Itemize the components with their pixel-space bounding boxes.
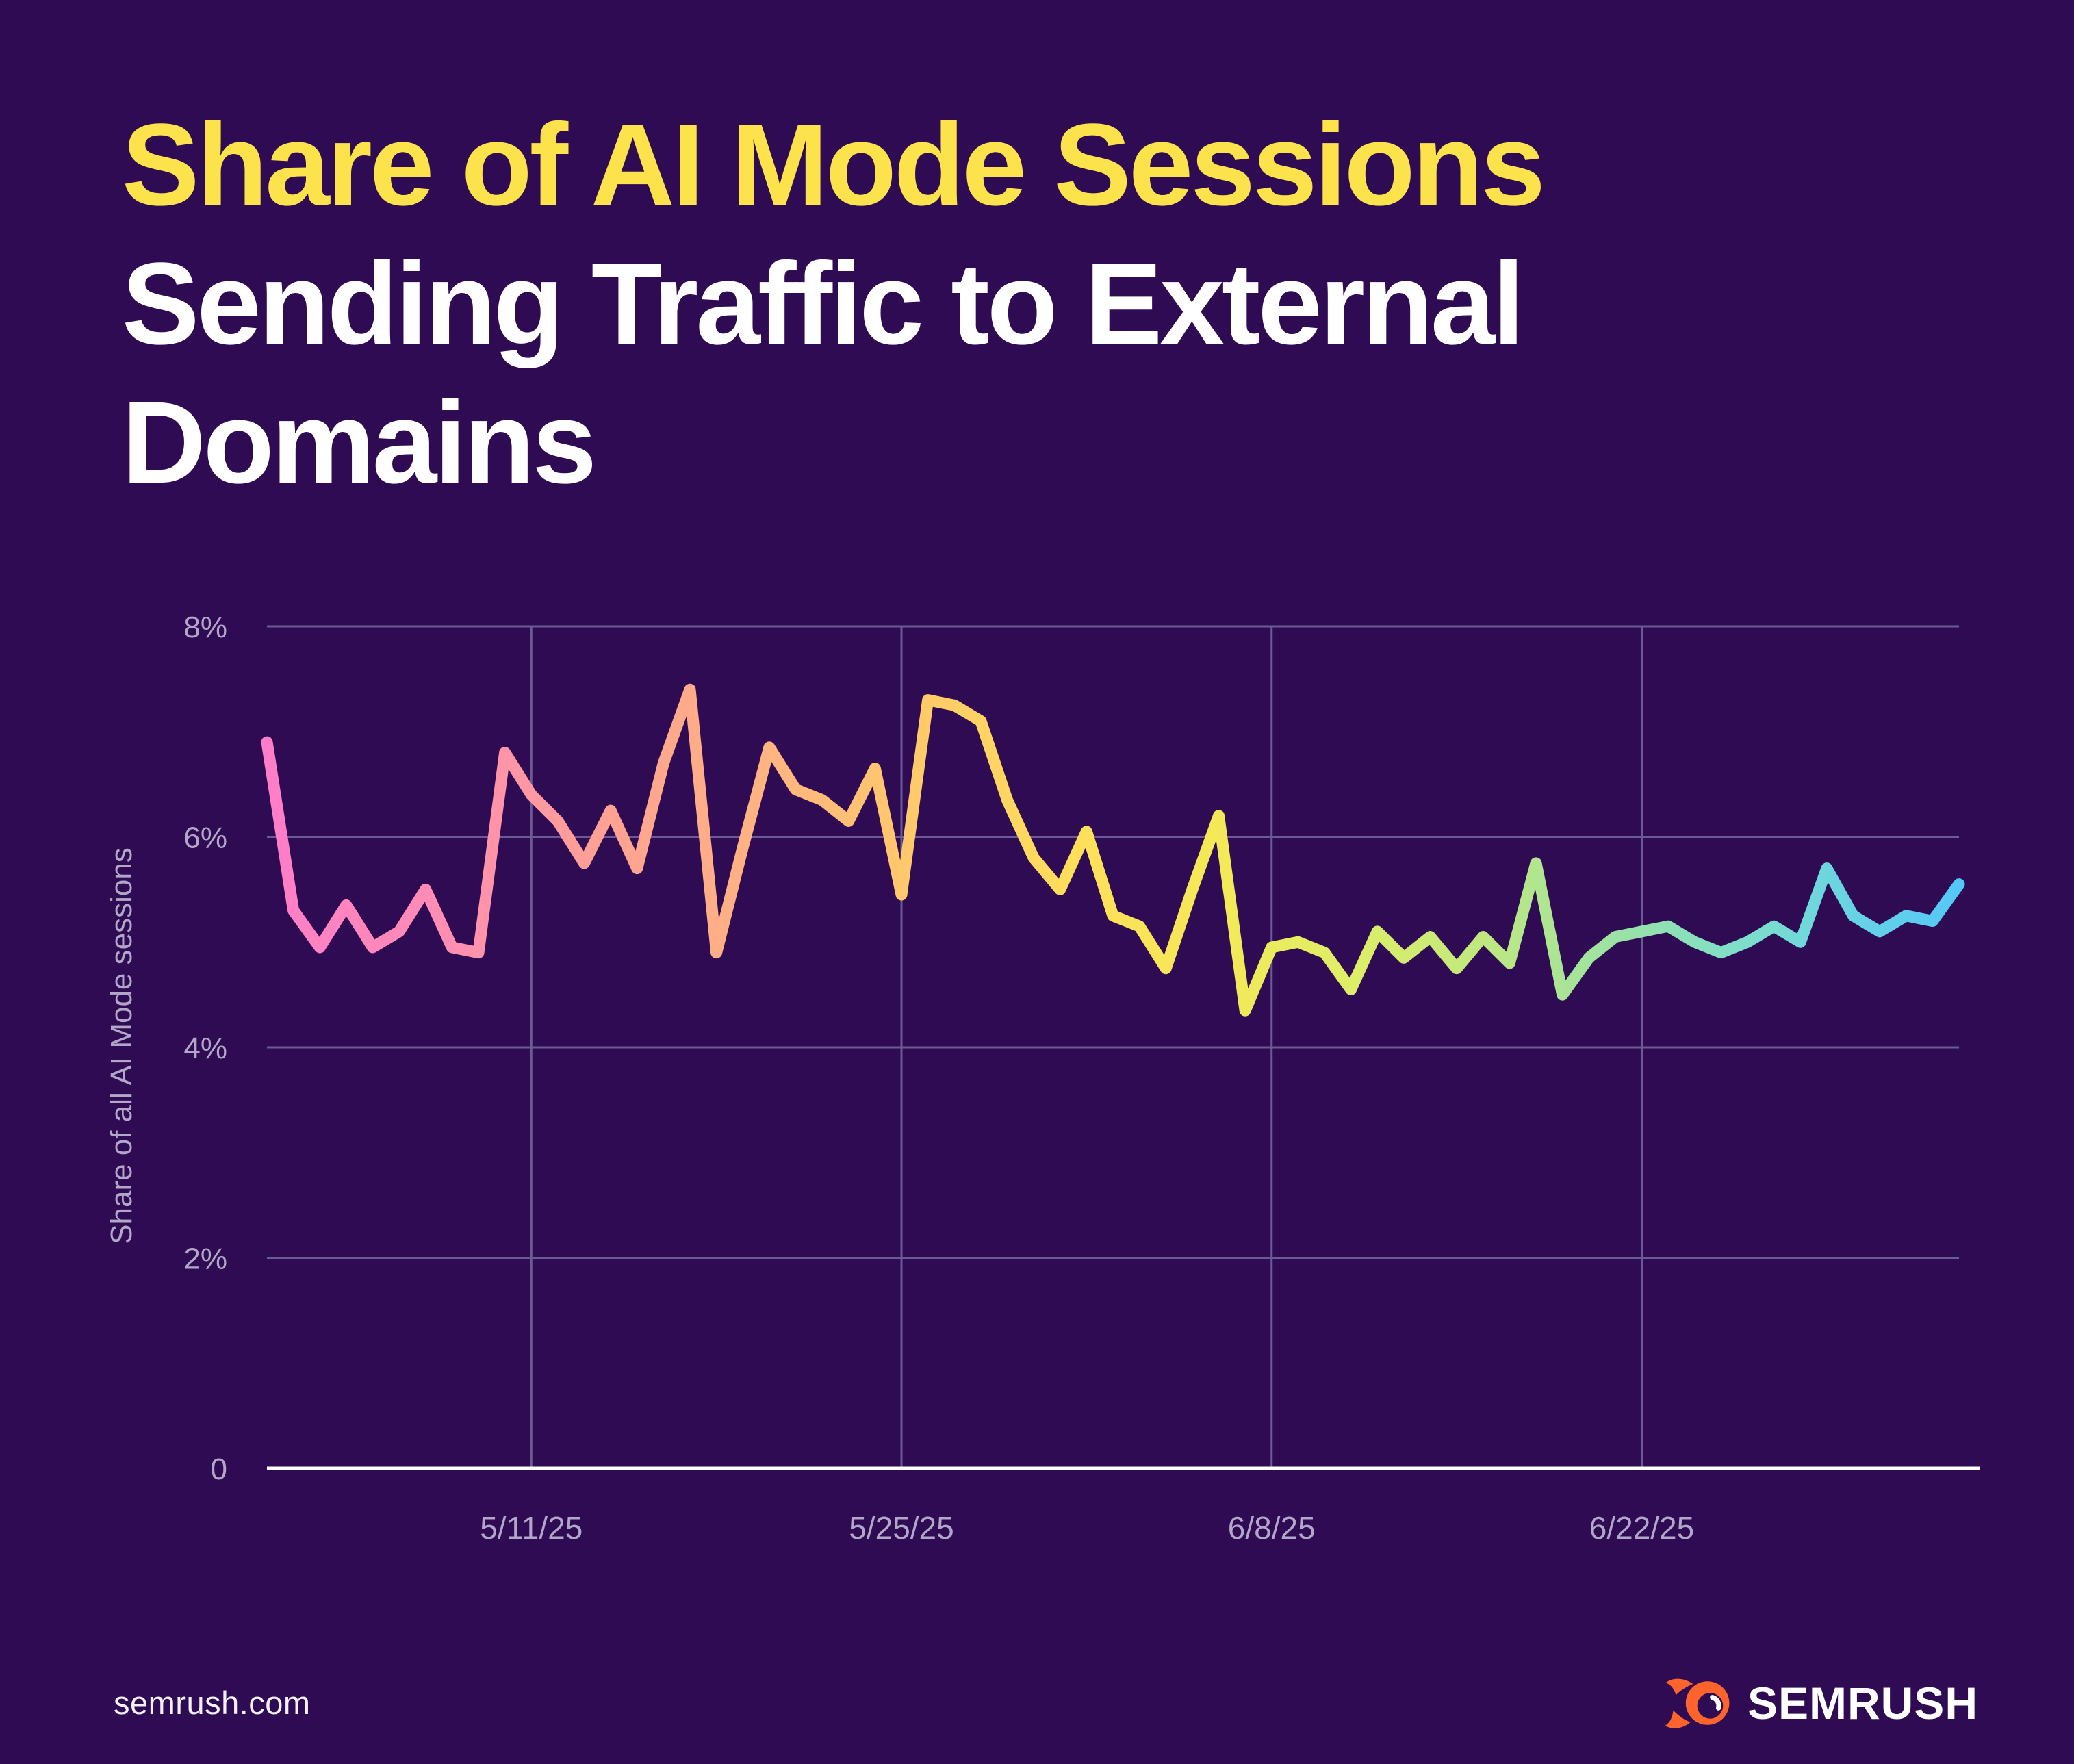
semrush-comet-icon bbox=[1665, 1678, 1730, 1728]
y-tick-label: 4% bbox=[183, 1032, 227, 1065]
x-tick-label: 6/22/25 bbox=[1589, 1510, 1694, 1546]
data-series-line bbox=[261, 683, 1965, 1017]
y-axis-title: Share of all AI Mode sessions bbox=[105, 847, 138, 1244]
source-url: semrush.com bbox=[114, 1685, 311, 1721]
title-line-2: Sending Traffic to External bbox=[122, 239, 1525, 369]
x-tick-label: 5/11/25 bbox=[480, 1510, 582, 1546]
brand-wordmark: SEMRUSH bbox=[1747, 1678, 1978, 1728]
y-tick-label: 6% bbox=[183, 821, 227, 855]
brand-logo: SEMRUSH bbox=[1664, 1667, 1978, 1739]
page-title: Share of AI Mode Sessions Sending Traffi… bbox=[122, 96, 1546, 513]
title-line-3: Domains bbox=[122, 378, 597, 508]
y-tick-label: 0 bbox=[211, 1453, 227, 1486]
horizontal-gridlines bbox=[267, 625, 1959, 1259]
y-tick-label: 8% bbox=[183, 611, 227, 644]
y-tick-label: 2% bbox=[183, 1242, 227, 1276]
x-axis-tick-labels: 5/11/25 5/25/25 6/8/25 6/22/25 bbox=[480, 1510, 1694, 1546]
vertical-gridlines bbox=[530, 626, 1643, 1468]
title-line-1: Share of AI Mode Sessions bbox=[122, 100, 1546, 230]
x-tick-label: 5/25/25 bbox=[849, 1510, 953, 1546]
x-tick-label: 6/8/25 bbox=[1228, 1510, 1316, 1546]
y-axis-tick-labels: 0 2% 4% 6% 8% bbox=[183, 611, 227, 1486]
